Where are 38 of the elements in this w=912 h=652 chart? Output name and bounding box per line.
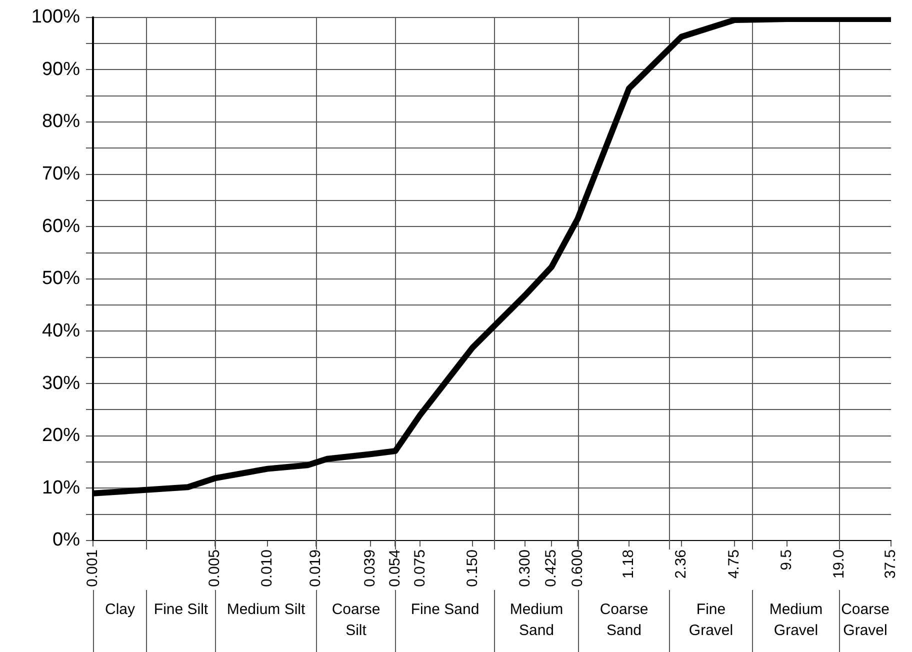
- y-tick-label: 90%: [42, 58, 80, 80]
- x-tick-label: 0.010: [258, 549, 276, 588]
- text: Medium Gravel: [769, 601, 823, 640]
- text: Fine Silt: [154, 601, 209, 618]
- x-tick-label: 0.001: [84, 549, 102, 588]
- x-tick-label: 0.300: [516, 549, 534, 588]
- y-tick-label: 20%: [42, 425, 80, 446]
- x-tick-label: 0.150: [464, 549, 481, 588]
- text: Medium Silt: [226, 601, 306, 618]
- y-tick-label: 0%: [52, 530, 80, 551]
- x-tick-label: 4.75: [726, 549, 743, 579]
- text: Fine Gravel: [688, 601, 734, 640]
- x-tick-label: 9.5: [778, 549, 796, 570]
- x-tick-label: 0.075: [411, 549, 428, 588]
- y-tick-label: 50%: [42, 268, 80, 290]
- x-tick-label: 0.600: [568, 549, 586, 588]
- y-tick-label: 10%: [42, 477, 80, 498]
- x-tick-label: 19.0: [830, 549, 848, 579]
- y-tick-label: 80%: [42, 111, 80, 132]
- y-tick-label: 100%: [31, 6, 80, 28]
- x-tick-label: 0.005: [206, 549, 224, 588]
- text: Fine Sand: [410, 601, 480, 618]
- x-tick-label: 0.019: [307, 549, 324, 588]
- x-tick-label: 37.5: [882, 549, 900, 579]
- y-tick-label: 60%: [42, 216, 80, 237]
- x-tick-label: 2.36: [672, 549, 690, 579]
- text: Clay: [104, 601, 136, 618]
- y-tick-label: 70%: [42, 164, 80, 185]
- y-tick-label: 40%: [42, 320, 80, 342]
- x-tick-label: 0.054: [386, 549, 404, 588]
- text: Coarse Sand: [600, 601, 648, 640]
- x-tick-label: 1.18: [620, 549, 638, 579]
- x-tick-label: 0.039: [362, 549, 379, 588]
- text: Coarse Silt: [332, 601, 380, 640]
- text: Coarse Gravel: [841, 601, 890, 640]
- x-tick-label: 0.425: [542, 549, 560, 588]
- text: Medium Sand: [510, 601, 564, 640]
- y-tick-label: 30%: [42, 372, 80, 394]
